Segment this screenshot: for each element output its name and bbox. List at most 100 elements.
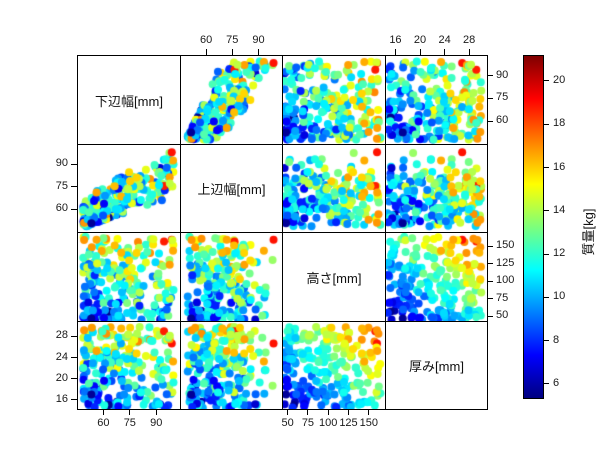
colorbar-tick-label: 14 [553, 203, 566, 216]
tick-label: 16 [55, 392, 68, 405]
matrix-cell-r2c1 [180, 232, 283, 322]
tick-label: 90 [150, 417, 163, 429]
tick-label: 60 [200, 34, 213, 46]
colorbar-tick-label: 16 [553, 160, 566, 173]
tick-label: 60 [496, 114, 509, 127]
matrix-cell-r1c2 [282, 144, 386, 233]
tick-mark [205, 49, 207, 55]
matrix-cell-r2c3 [385, 232, 488, 322]
scatter-panel-r0c2 [283, 56, 385, 144]
matrix-cell-r1c0 [77, 144, 181, 233]
tick-label: 75 [55, 179, 68, 192]
tick-label: 150 [496, 239, 515, 252]
diagonal-label-uehen: 上辺幅[mm] [197, 182, 266, 197]
colorbar-tick-label: 6 [553, 376, 560, 389]
scatter-panel-r3c1 [181, 322, 282, 409]
matrix-cell-r3c2 [282, 321, 386, 410]
diagonal-label-takasa: 高さ[mm] [306, 270, 362, 286]
colorbar-tick-mark [544, 210, 549, 212]
colorbar-tick-mark [544, 123, 549, 125]
scatter-panel-r2c3 [386, 233, 487, 321]
tick-label: 90 [55, 157, 68, 170]
colorbar-tick-label: 12 [553, 247, 566, 260]
colorbar-tick-mark [544, 340, 549, 342]
tick-mark [71, 357, 77, 359]
tick-label: 24 [55, 350, 68, 363]
tick-label: 28 [55, 329, 68, 342]
matrix-cell-r0c2 [282, 55, 386, 145]
colorbar-label: 質量[kg] [581, 208, 596, 256]
tick-mark [71, 335, 77, 337]
diagonal-label-shitahen: 下辺幅[mm] [95, 93, 163, 109]
tick-mark [487, 263, 493, 265]
tick-mark [348, 409, 349, 415]
tick-label: 125 [496, 256, 515, 269]
tick-label: 28 [463, 34, 476, 46]
tick-mark [71, 208, 77, 210]
tick-label: 75 [226, 34, 239, 46]
matrix-cell-diagonal-uehen: 上辺幅[mm] [180, 144, 283, 233]
tick-label: 75 [123, 417, 136, 429]
matrix-cell-diagonal-shitahen: 下辺幅[mm] [77, 55, 181, 145]
tick-label: 125 [339, 417, 358, 429]
colorbar-tick-mark [544, 167, 549, 168]
tick-label: 24 [438, 34, 451, 46]
tick-label: 150 [359, 417, 378, 429]
tick-mark [444, 49, 446, 55]
matrix-cell-diagonal-takasa: 高さ[mm] [282, 232, 386, 322]
colorbar-tick-label: 8 [553, 333, 560, 346]
colorbar [523, 55, 544, 399]
tick-label: 100 [319, 417, 338, 429]
tick-mark [419, 49, 421, 55]
tick-label: 50 [281, 417, 294, 429]
scatter-panel-r2c1 [181, 233, 282, 321]
tick-mark [231, 49, 233, 55]
tick-mark [487, 97, 493, 99]
tick-mark [368, 409, 370, 415]
matrix-cell-r0c3 [385, 55, 488, 145]
tick-mark [71, 163, 77, 165]
tick-mark [487, 120, 493, 122]
tick-label: 16 [389, 34, 402, 46]
matrix-cell-r0c1 [180, 55, 283, 145]
tick-label: 20 [413, 34, 427, 46]
matrix-cell-diagonal-atsumi: 厚み[mm] [385, 321, 488, 410]
tick-mark [287, 409, 289, 415]
tick-mark [307, 409, 309, 415]
diagonal-label-atsumi: 厚み[mm] [409, 359, 464, 374]
colorbar-tick-label: 20 [553, 73, 566, 86]
colorbar-tick-label: 18 [553, 117, 566, 130]
tick-label: 60 [97, 417, 110, 429]
scatter-panel-r0c1 [181, 56, 282, 144]
scatter-panel-r2c0 [78, 233, 180, 321]
tick-mark [257, 49, 259, 55]
scatter-panel-r3c2 [283, 322, 385, 409]
matrix-cell-r1c3 [385, 144, 488, 233]
scatter-panel-r3c0 [78, 322, 180, 409]
scatter-panel-r1c2 [283, 145, 385, 232]
tick-mark [155, 409, 157, 415]
matrix-cell-r3c1 [180, 321, 283, 410]
tick-mark [71, 378, 77, 380]
colorbar-tick-label: 10 [553, 290, 566, 303]
tick-label: 75 [496, 291, 509, 304]
colorbar-tick-mark [544, 296, 549, 298]
tick-mark [71, 399, 77, 401]
tick-mark [468, 49, 470, 55]
tick-mark [327, 409, 329, 415]
tick-mark [487, 245, 493, 247]
tick-label: 90 [252, 34, 265, 46]
tick-mark [71, 186, 77, 188]
colorbar-tick-mark [544, 253, 549, 255]
tick-mark [487, 280, 493, 282]
tick-mark [129, 409, 131, 415]
scatter-panel-r1c0 [78, 145, 180, 232]
scatter-panel-r0c3 [386, 56, 487, 144]
tick-label: 100 [496, 274, 515, 287]
tick-label: 75 [496, 91, 509, 104]
tick-label: 50 [496, 309, 509, 322]
tick-mark [394, 49, 396, 55]
tick-label: 90 [496, 68, 509, 81]
tick-label: 60 [55, 202, 68, 215]
tick-label: 20 [55, 371, 68, 384]
